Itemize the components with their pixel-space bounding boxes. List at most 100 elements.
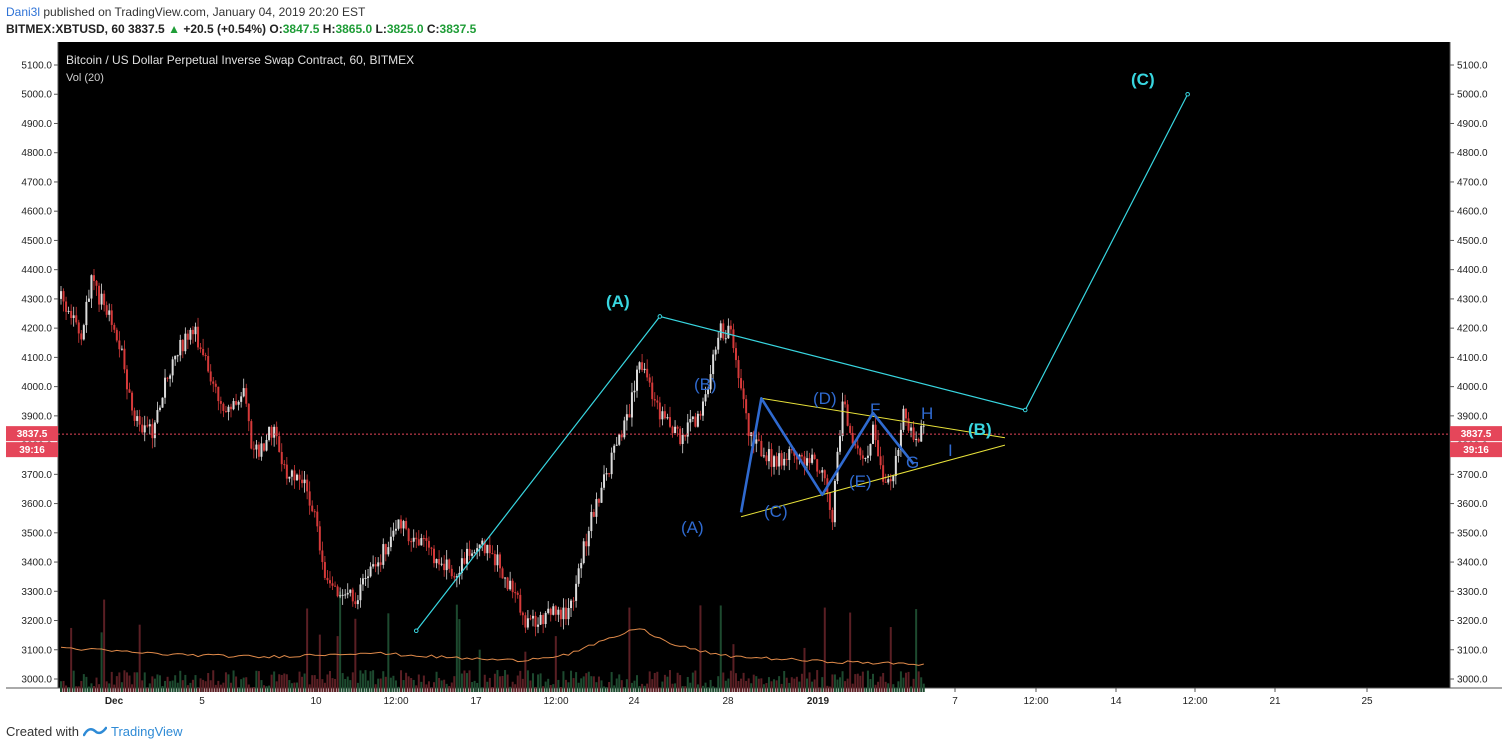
triangle-upper-line[interactable] <box>761 397 1006 439</box>
volume-bar <box>108 683 111 692</box>
volume-bar <box>762 684 765 692</box>
candle-body <box>844 401 847 405</box>
wave-cyan-line[interactable] <box>415 93 1189 632</box>
right-axis[interactable] <box>1450 42 1502 688</box>
volume-bar <box>80 680 83 692</box>
volume-bar <box>686 676 689 692</box>
y-tick-label-left: 3600.0 <box>21 499 52 510</box>
candle-body <box>311 505 314 512</box>
volume-bar <box>899 671 902 692</box>
left-axis[interactable] <box>6 42 58 688</box>
wave-cyan-point[interactable] <box>413 628 419 634</box>
y-tick-label-right: 4200.0 <box>1457 324 1488 335</box>
label-f[interactable]: F <box>870 400 880 419</box>
label-sub-b[interactable]: (B) <box>694 375 717 394</box>
volume-bar <box>605 687 608 692</box>
candle-body <box>212 381 215 384</box>
volume-bar <box>131 684 134 692</box>
volume-bar <box>491 687 494 692</box>
label-sub-d[interactable]: (D) <box>813 389 837 408</box>
volume-bar <box>285 674 288 692</box>
volume-bar <box>321 679 324 692</box>
volume-bar <box>806 678 809 692</box>
volume-bar <box>554 636 557 692</box>
candle-body <box>240 396 243 402</box>
candle-body <box>745 399 748 414</box>
candle-body <box>613 445 616 453</box>
y-tick-label-left: 3000.0 <box>21 675 52 686</box>
author-link[interactable]: Dani3l <box>6 5 41 19</box>
label-i[interactable]: I <box>948 441 953 460</box>
volume-bar <box>420 681 423 692</box>
candle-body <box>131 392 134 411</box>
candle-body <box>811 454 814 463</box>
label-sub-a[interactable]: (A) <box>681 518 704 537</box>
symbol-label[interactable]: BITMEX:XBTUSD, 60 <box>6 22 125 36</box>
triangle-lower-line[interactable] <box>740 444 1006 518</box>
candle-body <box>265 439 268 451</box>
candle-body <box>98 285 101 305</box>
volume-bar <box>209 680 212 692</box>
candle-body <box>331 583 334 586</box>
candle-body <box>186 333 189 340</box>
volume-bar <box>189 682 192 692</box>
label-sub-e[interactable]: (E) <box>849 472 872 491</box>
candle-body <box>580 562 583 569</box>
volume-bar <box>828 686 831 692</box>
volume-bar <box>922 683 925 692</box>
wave-blue-line[interactable] <box>739 397 915 513</box>
volume-bar <box>894 687 897 692</box>
volume-bar <box>263 685 265 692</box>
y-tick-label-right: 4600.0 <box>1457 207 1488 218</box>
candle-body <box>62 291 65 302</box>
volume-bar <box>141 680 144 692</box>
candle-body <box>455 576 458 578</box>
volume-bar <box>458 619 461 692</box>
chart-title: Bitcoin / US Dollar Perpetual Inverse Sw… <box>66 53 414 67</box>
volume-bar <box>98 684 101 692</box>
volume-bar <box>671 683 674 692</box>
volume-bar <box>775 680 778 692</box>
candle-body <box>846 404 849 426</box>
volume-bar <box>158 675 161 692</box>
volume-bar <box>587 671 590 692</box>
candle-body <box>785 458 788 461</box>
volume-bar <box>831 674 834 692</box>
volume-bar <box>498 676 501 692</box>
candle-body <box>481 540 484 545</box>
current-price-tag <box>1450 426 1502 442</box>
volume-bar <box>833 674 836 692</box>
candle-body <box>407 528 410 542</box>
price-tags: 3837.5 39:16 3837.5 39:16 <box>6 426 1502 458</box>
wave-cyan-point[interactable] <box>1185 91 1190 97</box>
chart-area[interactable] <box>58 42 1450 688</box>
candle-body <box>592 511 595 517</box>
volume-bar <box>808 672 811 692</box>
volume-bar <box>765 683 768 692</box>
candle-body <box>554 606 557 615</box>
tradingview-logo-icon[interactable] <box>82 725 107 739</box>
volume-bar <box>372 670 375 692</box>
label-h[interactable]: H <box>921 404 933 423</box>
candle-body <box>585 541 588 547</box>
volume-bar <box>630 682 633 692</box>
candle-body <box>166 377 169 379</box>
candle-body <box>841 401 844 437</box>
label-wave-a[interactable]: (A) <box>606 292 630 311</box>
wave-cyan-point[interactable] <box>1022 407 1028 413</box>
price-chart[interactable]: 5100.0 5000.0 4900.0 4800.0 4700.0 4600.0 4500… <box>6 42 1502 714</box>
tradingview-link[interactable]: TradingView <box>110 724 183 739</box>
label-wave-c[interactable]: (C) <box>1131 70 1155 89</box>
label-sub-c[interactable]: (C) <box>764 502 788 521</box>
label-g[interactable]: G <box>906 453 919 472</box>
label-wave-b[interactable]: (B) <box>968 420 992 439</box>
candle-body <box>509 580 512 590</box>
volume-bar <box>514 684 517 692</box>
candle-body <box>864 457 867 459</box>
candle-body <box>374 564 377 567</box>
candle-body <box>567 608 570 620</box>
volume-bar <box>818 687 821 692</box>
wave-cyan-point[interactable] <box>657 314 663 319</box>
candle-body <box>156 410 159 423</box>
candle-body <box>892 475 895 482</box>
